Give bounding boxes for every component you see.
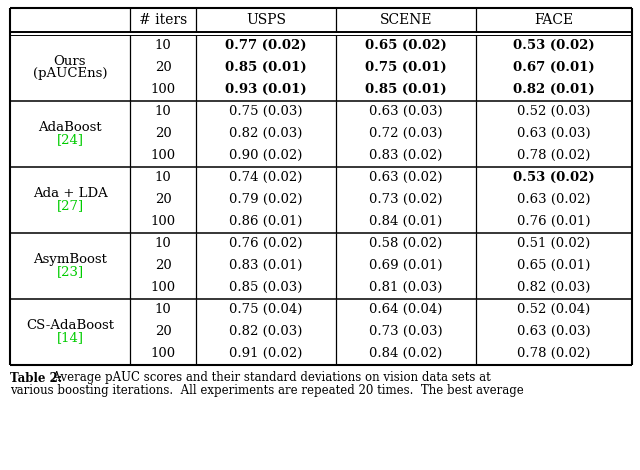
Text: 100: 100 xyxy=(150,149,175,162)
Text: [24]: [24] xyxy=(56,133,83,146)
Text: 0.76 (0.01): 0.76 (0.01) xyxy=(517,215,591,228)
Text: 20: 20 xyxy=(155,193,172,206)
Text: SCENE: SCENE xyxy=(380,13,432,27)
Text: 0.78 (0.02): 0.78 (0.02) xyxy=(517,347,591,360)
Text: Average pAUC scores and their standard deviations on vision data sets at: Average pAUC scores and their standard d… xyxy=(45,371,491,384)
Text: 0.85 (0.01): 0.85 (0.01) xyxy=(225,61,307,74)
Text: 100: 100 xyxy=(150,83,175,96)
Text: Ada + LDA: Ada + LDA xyxy=(33,187,108,200)
Text: (pAUCEns): (pAUCEns) xyxy=(33,67,108,80)
Text: [23]: [23] xyxy=(56,265,84,278)
Text: 100: 100 xyxy=(150,215,175,228)
Text: 0.58 (0.02): 0.58 (0.02) xyxy=(369,237,443,250)
Text: 20: 20 xyxy=(155,61,172,74)
Text: AsymBoost: AsymBoost xyxy=(33,253,107,266)
Text: 0.84 (0.02): 0.84 (0.02) xyxy=(369,347,443,360)
Text: 0.82 (0.01): 0.82 (0.01) xyxy=(513,83,595,96)
Text: 0.77 (0.02): 0.77 (0.02) xyxy=(225,39,307,52)
Text: 0.83 (0.01): 0.83 (0.01) xyxy=(229,259,303,272)
Text: 0.65 (0.02): 0.65 (0.02) xyxy=(365,39,447,52)
Text: [27]: [27] xyxy=(56,199,84,212)
Text: 10: 10 xyxy=(155,105,172,118)
Text: 0.84 (0.01): 0.84 (0.01) xyxy=(369,215,443,228)
Text: 0.51 (0.02): 0.51 (0.02) xyxy=(517,237,591,250)
Text: 0.81 (0.03): 0.81 (0.03) xyxy=(369,281,443,294)
Text: 0.69 (0.01): 0.69 (0.01) xyxy=(369,259,443,272)
Text: 0.82 (0.03): 0.82 (0.03) xyxy=(517,281,591,294)
Text: 0.75 (0.03): 0.75 (0.03) xyxy=(229,105,303,118)
Text: 0.82 (0.03): 0.82 (0.03) xyxy=(229,325,303,338)
Text: 0.74 (0.02): 0.74 (0.02) xyxy=(229,171,303,184)
Text: CS-AdaBoost: CS-AdaBoost xyxy=(26,319,114,332)
Text: 100: 100 xyxy=(150,281,175,294)
Text: 0.53 (0.02): 0.53 (0.02) xyxy=(513,171,595,184)
Text: various boosting iterations.  All experiments are repeated 20 times.  The best a: various boosting iterations. All experim… xyxy=(10,384,524,397)
Text: 0.78 (0.02): 0.78 (0.02) xyxy=(517,149,591,162)
Text: 0.76 (0.02): 0.76 (0.02) xyxy=(229,237,303,250)
Text: 0.53 (0.02): 0.53 (0.02) xyxy=(513,39,595,52)
Text: 10: 10 xyxy=(155,303,172,316)
Text: 20: 20 xyxy=(155,127,172,140)
Text: 10: 10 xyxy=(155,171,172,184)
Text: Table 2:: Table 2: xyxy=(10,371,62,384)
Text: # iters: # iters xyxy=(139,13,187,27)
Text: 100: 100 xyxy=(150,347,175,360)
Text: 0.93 (0.01): 0.93 (0.01) xyxy=(225,83,307,96)
Text: 0.85 (0.03): 0.85 (0.03) xyxy=(229,281,303,294)
Text: AdaBoost: AdaBoost xyxy=(38,121,102,134)
Text: 0.72 (0.03): 0.72 (0.03) xyxy=(369,127,443,140)
Text: 20: 20 xyxy=(155,259,172,272)
Text: 20: 20 xyxy=(155,325,172,338)
Text: 0.52 (0.04): 0.52 (0.04) xyxy=(517,303,591,316)
Text: 0.63 (0.03): 0.63 (0.03) xyxy=(517,325,591,338)
Text: 0.75 (0.04): 0.75 (0.04) xyxy=(229,303,303,316)
Text: 0.85 (0.01): 0.85 (0.01) xyxy=(365,83,447,96)
Text: [14]: [14] xyxy=(56,331,83,344)
Text: 10: 10 xyxy=(155,237,172,250)
Text: 0.75 (0.01): 0.75 (0.01) xyxy=(365,61,447,74)
Text: 0.73 (0.02): 0.73 (0.02) xyxy=(369,193,443,206)
Text: 0.79 (0.02): 0.79 (0.02) xyxy=(229,193,303,206)
Text: 0.90 (0.02): 0.90 (0.02) xyxy=(229,149,303,162)
Text: 0.86 (0.01): 0.86 (0.01) xyxy=(229,215,303,228)
Text: 0.64 (0.04): 0.64 (0.04) xyxy=(369,303,443,316)
Text: Ours: Ours xyxy=(54,55,86,68)
Text: 0.52 (0.03): 0.52 (0.03) xyxy=(517,105,591,118)
Text: 0.63 (0.03): 0.63 (0.03) xyxy=(517,127,591,140)
Text: 0.63 (0.03): 0.63 (0.03) xyxy=(369,105,443,118)
Text: USPS: USPS xyxy=(246,13,286,27)
Text: 10: 10 xyxy=(155,39,172,52)
Text: 0.63 (0.02): 0.63 (0.02) xyxy=(517,193,591,206)
Text: 0.67 (0.01): 0.67 (0.01) xyxy=(513,61,595,74)
Text: 0.83 (0.02): 0.83 (0.02) xyxy=(369,149,443,162)
Text: 0.65 (0.01): 0.65 (0.01) xyxy=(517,259,591,272)
Text: 0.63 (0.02): 0.63 (0.02) xyxy=(369,171,443,184)
Text: FACE: FACE xyxy=(534,13,573,27)
Text: 0.82 (0.03): 0.82 (0.03) xyxy=(229,127,303,140)
Text: 0.91 (0.02): 0.91 (0.02) xyxy=(229,347,303,360)
Text: 0.73 (0.03): 0.73 (0.03) xyxy=(369,325,443,338)
